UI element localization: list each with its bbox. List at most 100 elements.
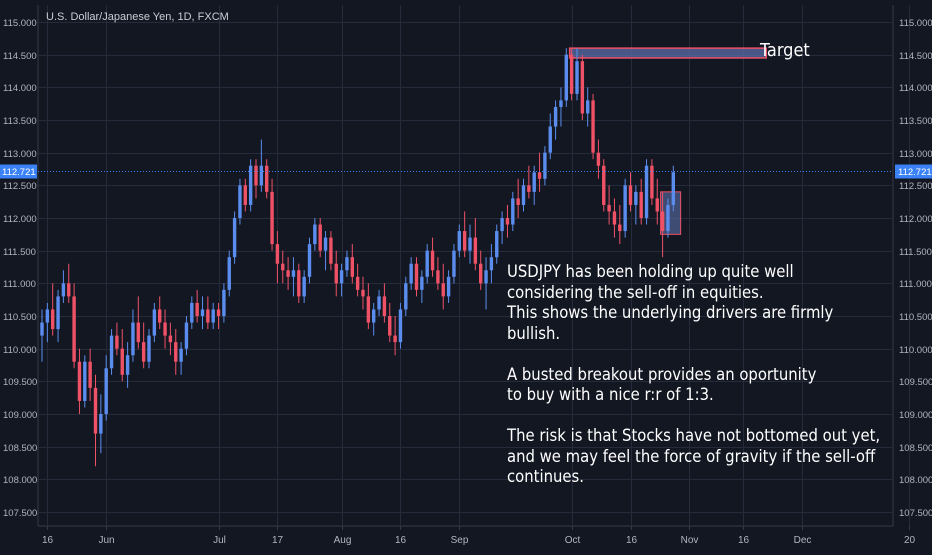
candle-body[interactable] [484,270,488,284]
candle[interactable] [537,152,542,192]
candle[interactable] [596,139,601,179]
candle[interactable] [67,263,71,303]
candle-body[interactable] [174,342,178,362]
candle-body[interactable] [607,204,611,212]
candle[interactable] [184,316,189,356]
candle-body[interactable] [511,198,515,225]
candle[interactable] [206,296,210,330]
candle[interactable] [575,48,579,101]
candle-body[interactable] [40,322,44,336]
candle-body[interactable] [206,309,210,323]
candle-body[interactable] [441,283,445,297]
candle[interactable] [291,257,296,297]
candle[interactable] [297,263,301,303]
candle[interactable] [72,283,76,369]
candle[interactable] [591,93,595,160]
candle[interactable] [484,257,488,310]
candle-body[interactable] [618,224,622,232]
candle-body[interactable] [388,316,392,336]
candle-body[interactable] [420,276,424,290]
candle[interactable] [425,244,429,284]
candle[interactable] [355,263,360,297]
candle[interactable] [532,165,536,205]
candle[interactable] [420,270,424,303]
candle-body[interactable] [644,165,649,218]
candle[interactable] [179,342,183,375]
candle[interactable] [270,178,274,251]
candle[interactable] [366,283,371,330]
candle[interactable] [564,48,568,107]
candle-body[interactable] [158,309,162,323]
candle[interactable] [88,348,92,401]
candle[interactable] [511,191,515,232]
candle[interactable] [329,231,333,271]
candle-body[interactable] [355,276,360,290]
candle[interactable] [436,257,440,290]
candle-body[interactable] [200,309,205,316]
candle-body[interactable] [398,309,403,343]
candle-body[interactable] [291,270,296,277]
candle[interactable] [99,394,103,454]
candle-body[interactable] [623,185,627,232]
candle[interactable] [618,204,622,245]
candle-body[interactable] [409,263,413,284]
candle[interactable] [628,172,633,212]
candle[interactable] [398,302,403,349]
candle[interactable] [307,237,312,284]
candle[interactable] [430,237,435,277]
candle[interactable] [141,322,146,369]
candle[interactable] [468,224,472,264]
candle-body[interactable] [655,198,659,212]
candle[interactable] [323,231,328,271]
candle[interactable] [45,302,50,343]
candle[interactable] [254,159,258,199]
candle[interactable] [350,244,354,284]
candle-body[interactable] [147,335,151,362]
candle[interactable] [227,250,231,297]
candle-body[interactable] [72,296,76,362]
candle[interactable] [404,276,408,316]
candle[interactable] [489,244,494,284]
candle-body[interactable] [350,257,354,277]
candle-body[interactable] [238,185,242,218]
candle[interactable] [168,322,173,356]
candle-body[interactable] [88,361,92,388]
candle-body[interactable] [586,100,590,114]
candle-body[interactable] [430,250,435,271]
candle-body[interactable] [553,106,558,127]
candle-body[interactable] [495,231,499,258]
candle-body[interactable] [281,263,285,271]
candle-body[interactable] [580,61,585,114]
candle-body[interactable] [650,165,654,199]
candle-body[interactable] [414,263,419,290]
candle-body[interactable] [404,283,408,310]
candle[interactable] [222,283,226,323]
candle[interactable] [607,185,611,225]
candle-body[interactable] [543,152,547,179]
candle[interactable] [639,178,643,225]
candle-body[interactable] [639,191,643,218]
candle-body[interactable] [436,270,440,284]
candle-body[interactable] [104,368,108,414]
candle[interactable] [569,48,574,101]
candle[interactable] [115,322,119,356]
candle-body[interactable] [83,361,87,401]
candle-body[interactable] [516,198,520,205]
candle[interactable] [109,329,114,375]
candle-body[interactable] [45,309,50,323]
candle[interactable] [243,178,247,212]
candle[interactable] [313,218,317,251]
candle-body[interactable] [339,270,344,284]
candle-body[interactable] [366,296,371,323]
candle-body[interactable] [227,257,231,290]
candle[interactable] [200,296,205,330]
candle[interactable] [372,302,376,336]
candle-body[interactable] [131,322,135,356]
candle-body[interactable] [232,218,237,258]
candle-body[interactable] [382,296,387,316]
candle[interactable] [500,211,504,245]
candle[interactable] [51,283,55,336]
candle-body[interactable] [259,165,264,186]
candle[interactable] [377,289,381,316]
